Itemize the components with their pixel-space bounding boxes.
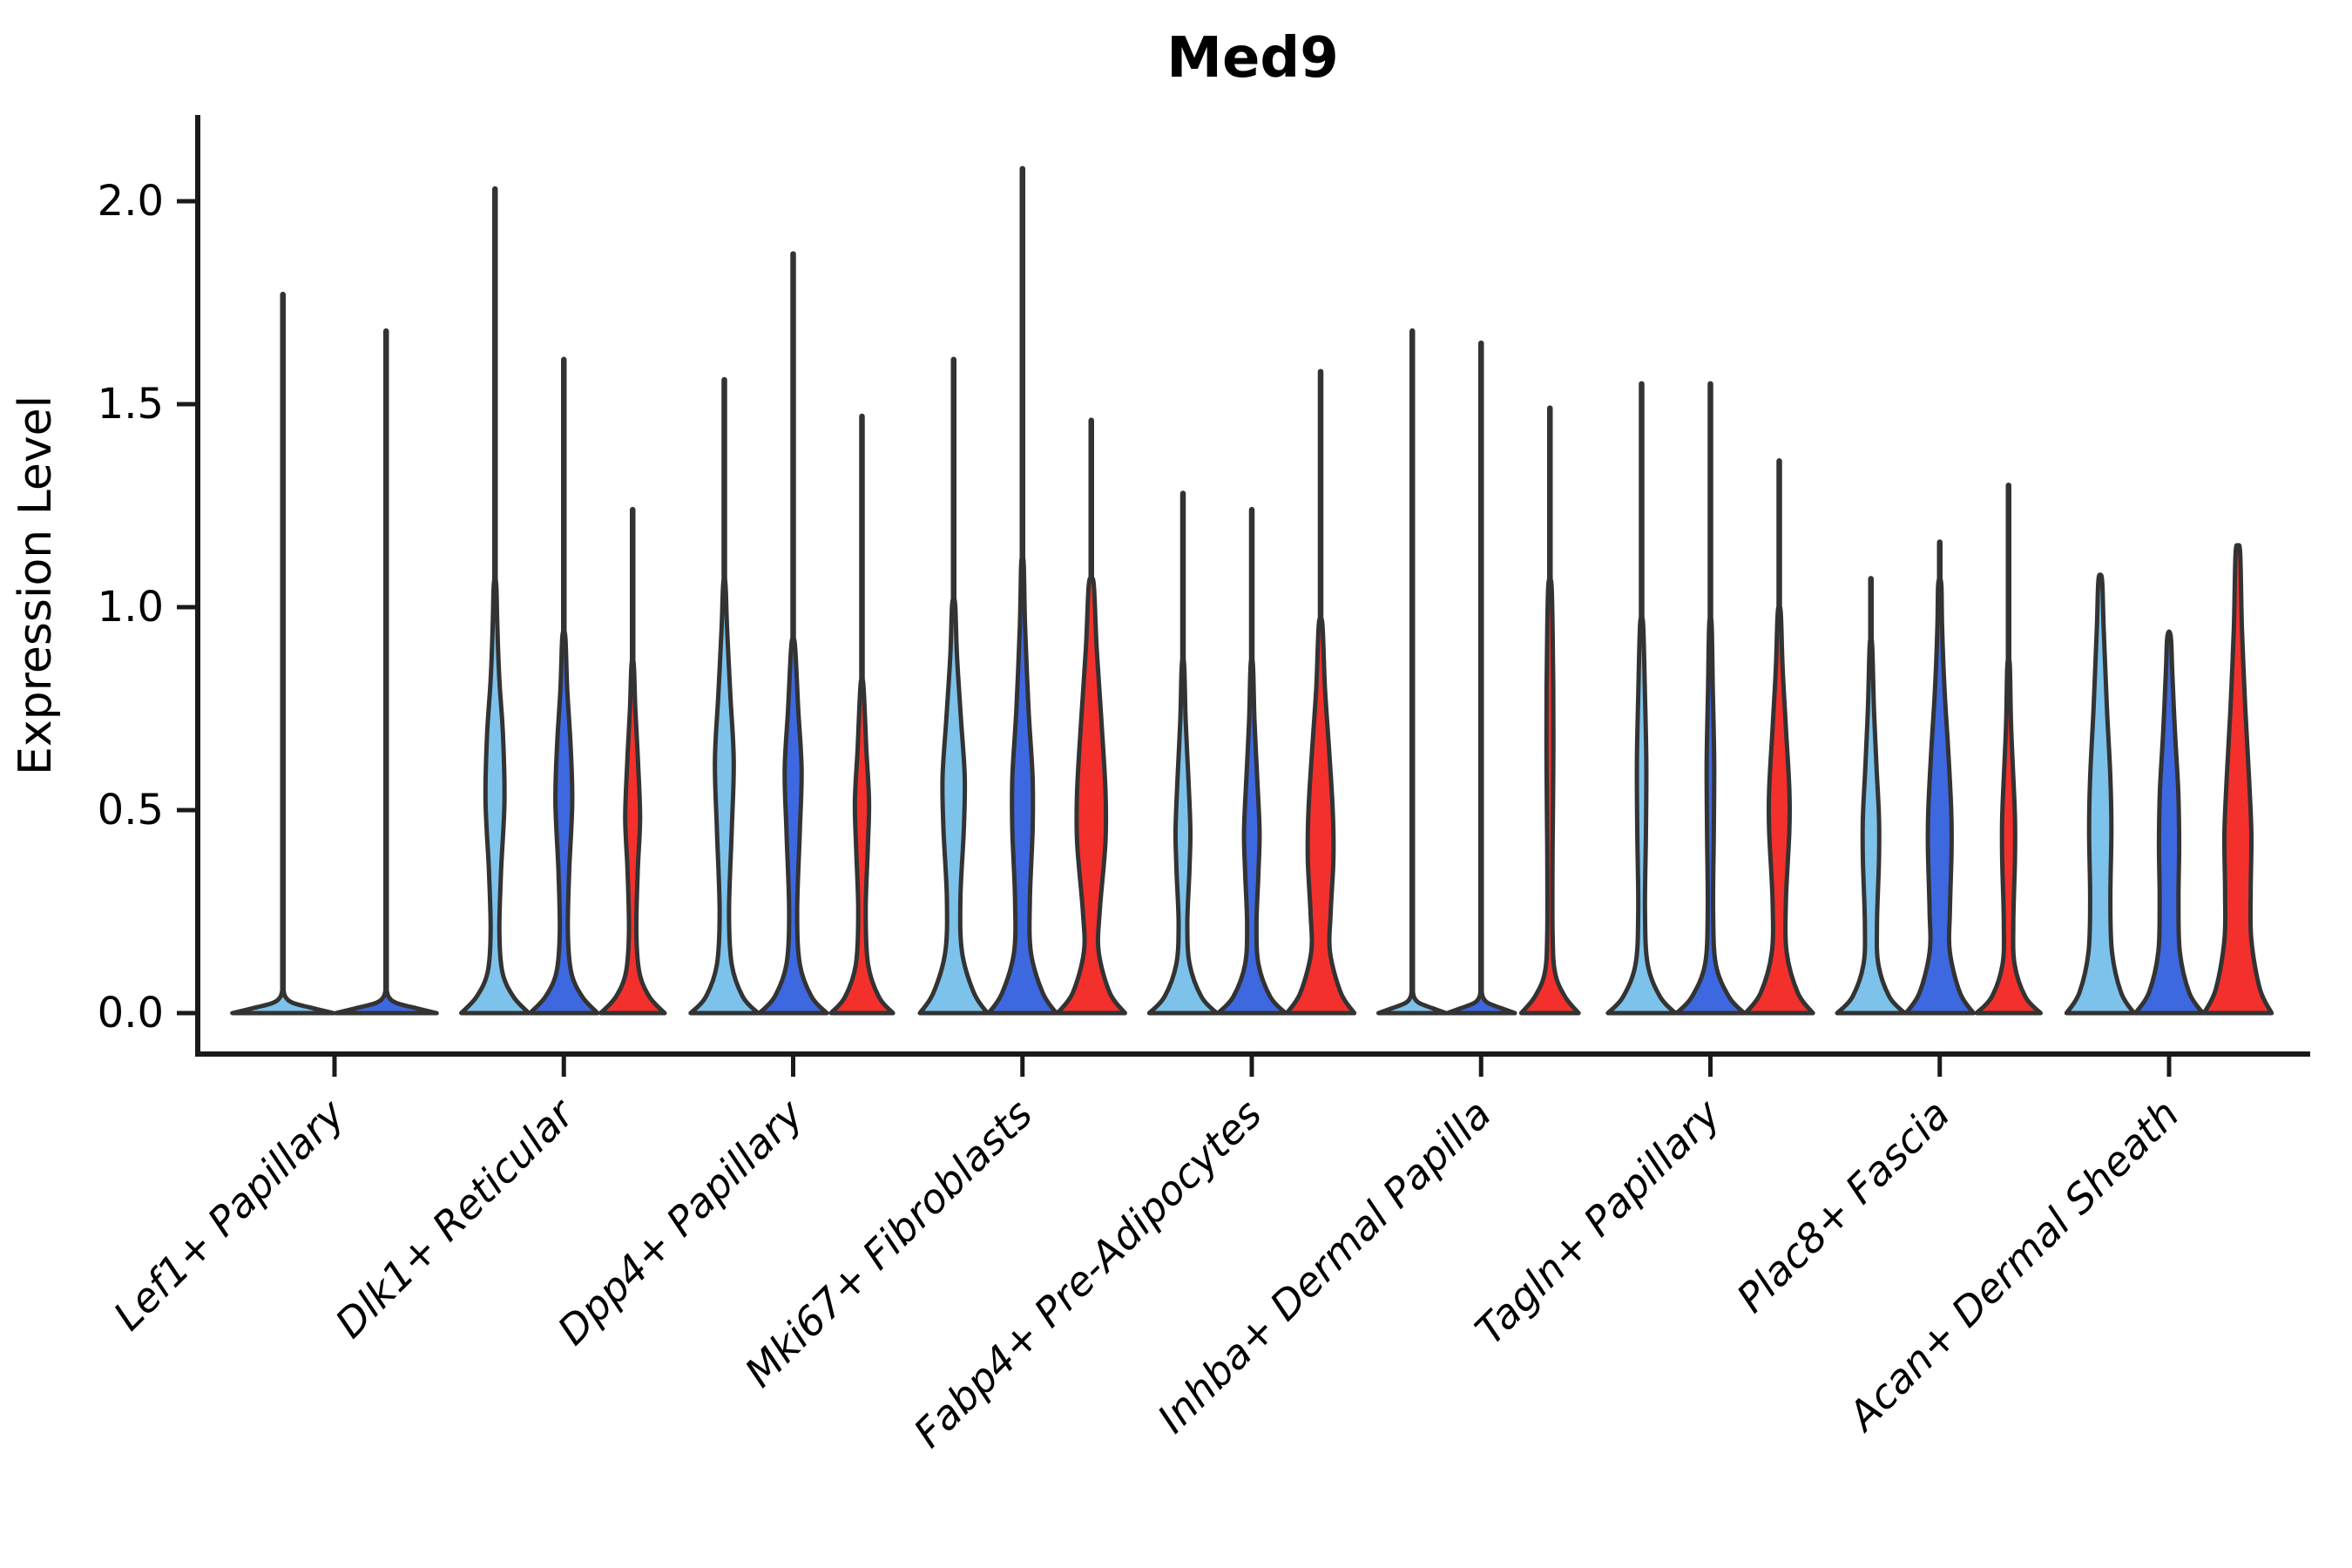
violin-mki67-fibroblasts-blue xyxy=(986,556,1058,1016)
violin-dpp4-papillary-red xyxy=(828,677,896,1016)
violin-mki67-fibroblasts-light_blue xyxy=(917,597,990,1016)
violin-dpp4-papillary-blue xyxy=(757,637,829,1016)
violin-fabp4-pre-adipocytes-red xyxy=(1284,616,1357,1016)
violin-tagln-papillary-blue xyxy=(1674,616,1747,1016)
x-tick-label-dpp4-papillary: Dpp4+ Papillary xyxy=(549,1090,813,1354)
y-tick-label-1.0: 1.0 xyxy=(98,583,164,632)
violin-dlk1-reticular-light_blue xyxy=(459,576,531,1016)
x-tick-label-lef1-papillary: Lef1+ Papillary xyxy=(105,1090,354,1339)
violin-inhba-dermal-papilla-light_blue xyxy=(1376,986,1449,1016)
y-tick-label-0.0: 0.0 xyxy=(98,989,164,1037)
violin-acan-dermal-sheath-red xyxy=(2201,543,2274,1016)
x-tick-label-dlk1-reticular: Dlk1+ Reticular xyxy=(326,1088,585,1347)
violin-inhba-dermal-papilla-blue xyxy=(1445,986,1517,1016)
violin-acan-dermal-sheath-light_blue xyxy=(2064,572,2137,1016)
y-axis-label: Expression Level xyxy=(10,395,62,775)
violin-fabp4-pre-adipocytes-light_blue xyxy=(1146,657,1220,1016)
x-tick-label-tagln-papillary: Tagln+ Papillary xyxy=(1466,1090,1730,1354)
violin-lef1-papillary-light_blue xyxy=(230,986,336,1016)
y-tick-label-0.5: 0.5 xyxy=(98,786,164,835)
violins-layer xyxy=(230,166,2274,1016)
y-tick-label-1.5: 1.5 xyxy=(98,380,164,429)
violin-inhba-dermal-papilla-red xyxy=(1518,576,1581,1016)
violin-dpp4-papillary-light_blue xyxy=(688,576,760,1016)
violin-acan-dermal-sheath-blue xyxy=(2132,629,2206,1016)
violin-dlk1-reticular-red xyxy=(598,658,667,1016)
violin-dlk1-reticular-blue xyxy=(528,629,600,1016)
chart-title: Med9 xyxy=(1166,26,1338,91)
y-ticks: 0.0 0.5 1.0 1.5 2.0 xyxy=(98,177,198,1037)
violin-lef1-papillary-blue xyxy=(333,986,439,1016)
violin-tagln-papillary-light_blue xyxy=(1605,616,1678,1016)
y-tick-label-2.0: 2.0 xyxy=(98,177,164,226)
violin-plac8-fascia-light_blue xyxy=(1835,637,1907,1016)
x-tick-label-plac8-fascia: Plac8+ Fascia xyxy=(1727,1091,1958,1321)
violin-tagln-papillary-red xyxy=(1743,605,1815,1016)
violin-mki67-fibroblasts-red xyxy=(1055,576,1127,1016)
violin-plac8-fascia-blue xyxy=(1903,576,1976,1016)
violin-fabp4-pre-adipocytes-blue xyxy=(1215,657,1288,1016)
violin-plac8-fascia-red xyxy=(1974,657,2043,1016)
